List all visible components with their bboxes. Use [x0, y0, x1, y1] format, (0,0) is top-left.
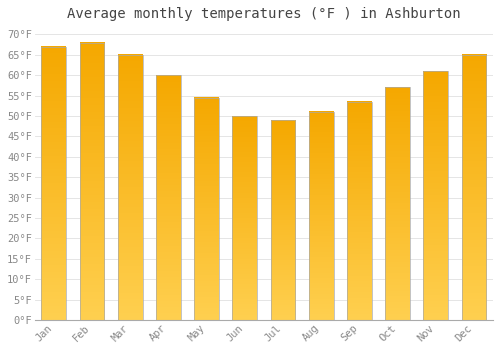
Bar — [462, 55, 486, 320]
Bar — [309, 112, 334, 320]
Bar — [424, 71, 448, 320]
Bar — [118, 55, 142, 320]
Bar — [232, 116, 257, 320]
Bar — [347, 102, 372, 320]
Bar — [194, 98, 219, 320]
Bar — [42, 47, 66, 320]
Bar — [80, 43, 104, 320]
Bar — [385, 88, 410, 320]
Bar — [270, 120, 295, 320]
Bar — [156, 75, 181, 320]
Title: Average monthly temperatures (°F ) in Ashburton: Average monthly temperatures (°F ) in As… — [67, 7, 460, 21]
